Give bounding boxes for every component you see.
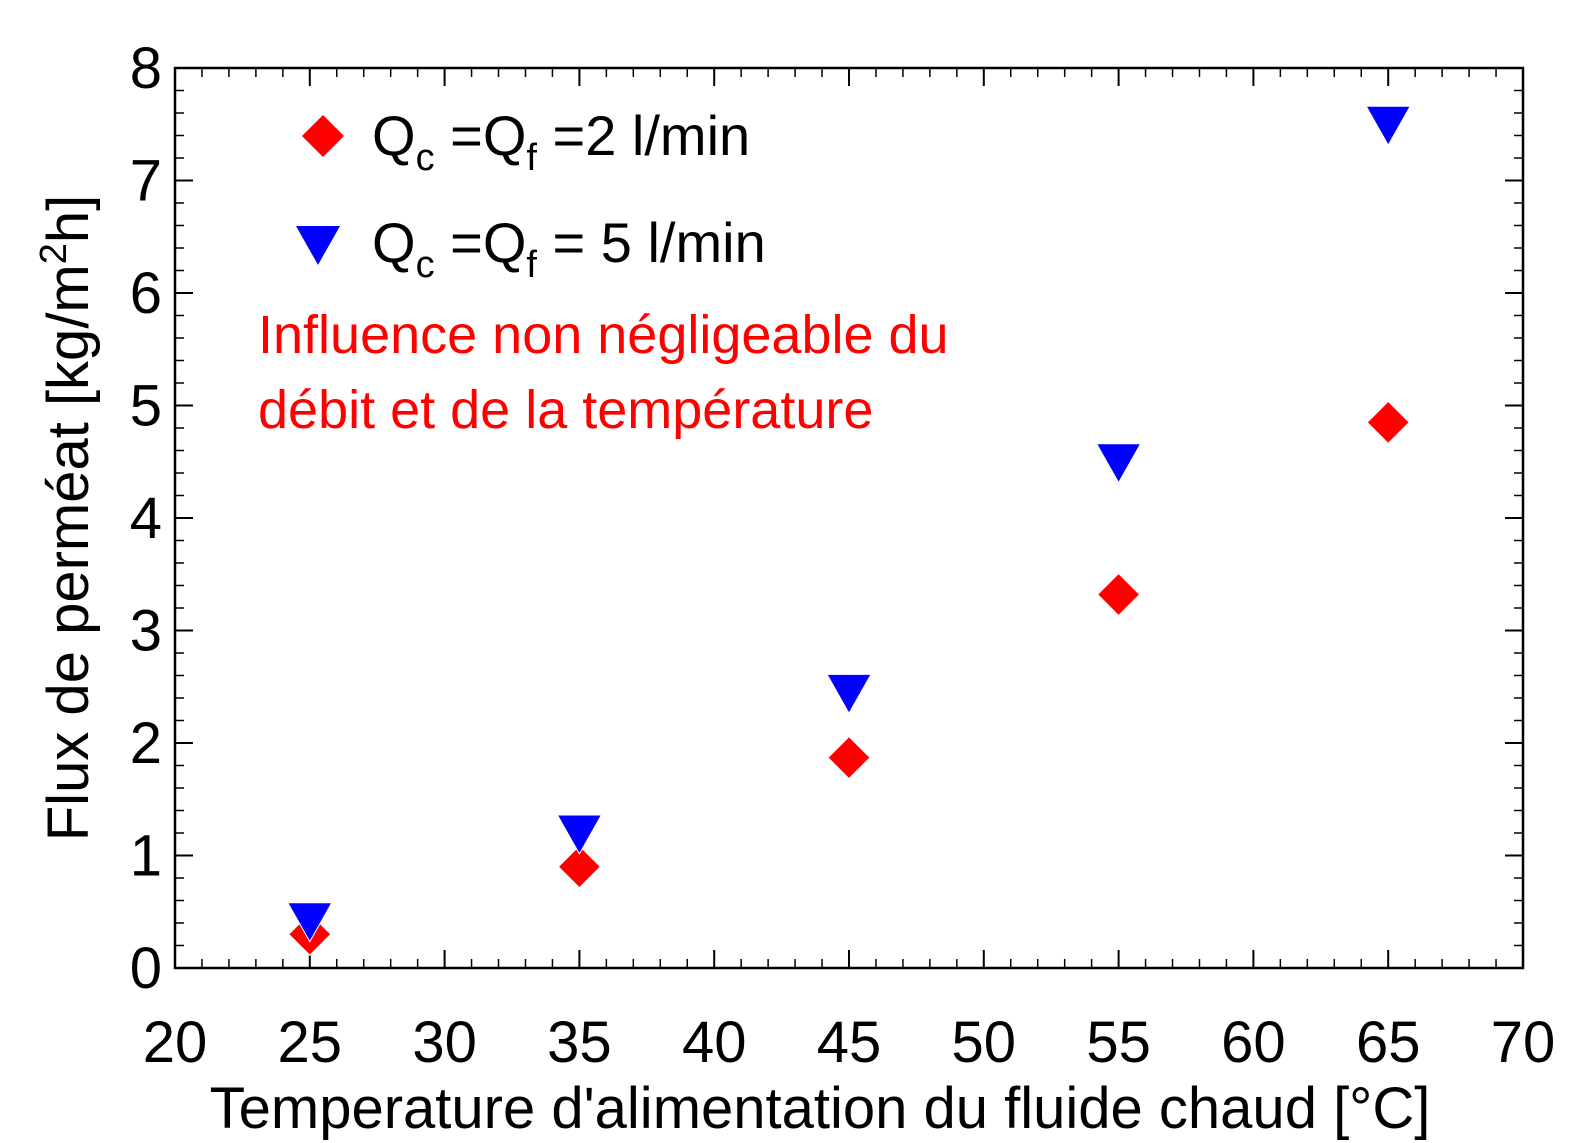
plot-frame: [173, 66, 1525, 970]
x-tick-label: 70: [1491, 1010, 1556, 1075]
y-tick-label: 8: [130, 36, 162, 101]
y-tick-label: 3: [130, 599, 162, 664]
y-tick-label: 2: [130, 711, 162, 776]
annotation: Influence non négligeable du débit et de…: [258, 305, 964, 440]
data-points: [286, 105, 1412, 956]
legend-marker-diamond: [302, 115, 344, 157]
x-tick-label: 45: [817, 1010, 882, 1075]
x-tick-label: 30: [412, 1010, 477, 1075]
data-point-triangle: [826, 673, 872, 715]
x-tick-labels: 20 25 30 35 40 45 50 55 60 65 70: [143, 1010, 1556, 1075]
y-tick-label: 6: [130, 261, 162, 326]
x-tick-label: 55: [1086, 1010, 1151, 1075]
x-tick-label: 50: [952, 1010, 1017, 1075]
y-tick-label: 5: [130, 374, 162, 439]
y-tick-label: 4: [130, 486, 162, 551]
data-point-diamond: [557, 845, 602, 889]
annotation-line-2: débit et de la température: [258, 380, 873, 440]
data-point-diamond: [827, 735, 871, 780]
major-ticks: [174, 67, 1524, 969]
y-tick-label: 7: [130, 149, 162, 214]
y-tick-label: 1: [130, 824, 162, 889]
legend-label-q5: Qc =Qf = 5 l/min: [372, 211, 766, 286]
annotation-line-1: Influence non négligeable du: [258, 305, 949, 365]
x-tick-label: 40: [682, 1010, 747, 1075]
y-axis-title-main: Flux de perméat [kg/m: [36, 264, 101, 841]
legend-item-q2: Qc =Qf =2 l/min: [302, 104, 750, 179]
x-tick-label: 60: [1221, 1010, 1286, 1075]
x-tick-label: 65: [1356, 1010, 1421, 1075]
data-point-diamond: [1366, 400, 1410, 445]
data-point-triangle: [286, 902, 333, 943]
minor-ticks: [175, 68, 1523, 968]
data-point-triangle: [1095, 443, 1142, 484]
data-point-triangle: [556, 814, 603, 855]
x-tick-label: 35: [547, 1010, 612, 1075]
legend: Qc =Qf =2 l/min Qc =Qf = 5 l/min: [296, 104, 766, 286]
data-point-triangle: [1365, 105, 1412, 147]
y-tick-label: 0: [130, 936, 162, 1001]
legend-marker-triangle: [296, 225, 340, 265]
y-axis-title-end: h]: [36, 195, 101, 243]
x-tick-label: 25: [278, 1010, 343, 1075]
y-tick-labels: 0 1 2 3 4 5 6 7 8: [130, 36, 162, 1001]
x-axis-title: Temperature d'alimentation du fluide cha…: [210, 1076, 1431, 1141]
y-axis-title-sup: 2: [33, 243, 75, 264]
legend-label-q2: Qc =Qf =2 l/min: [372, 104, 750, 179]
y-axis-title: Flux de perméat [kg/m2h]: [33, 195, 101, 842]
legend-item-q5: Qc =Qf = 5 l/min: [296, 211, 766, 286]
data-point-diamond: [1096, 572, 1141, 617]
x-tick-label: 20: [143, 1010, 208, 1075]
